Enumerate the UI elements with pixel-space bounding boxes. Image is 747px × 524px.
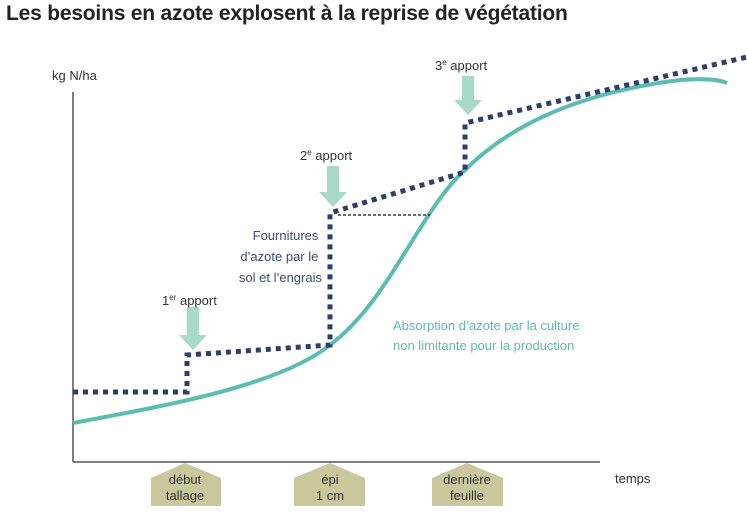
page-title: Les besoins en azote explosent à la repr… [6,2,568,25]
stage-tag-epi-1cm: épi 1 cm [294,463,365,506]
stage-tag-derniere-feuille: dernière feuille [432,463,503,506]
supply-label: Fournitures d’azote par le sol et l’engr… [239,228,323,285]
apport-3-label: 3e apport [435,58,488,73]
x-axis-label: temps [615,471,651,486]
y-axis-label: kg N/ha [52,68,98,83]
arrow-icon [454,76,482,115]
apport-1-label: 1er apport [162,293,217,308]
stage-tag-debut-tallage: début tallage [151,463,221,506]
apport-2-label: 2e apport [300,148,353,163]
arrow-icon [319,166,347,207]
supply-line [73,54,747,395]
arrow-icon [179,307,207,350]
absorption-curve [72,77,728,425]
absorption-label: Absorption d’azote par la culture non li… [393,318,583,353]
